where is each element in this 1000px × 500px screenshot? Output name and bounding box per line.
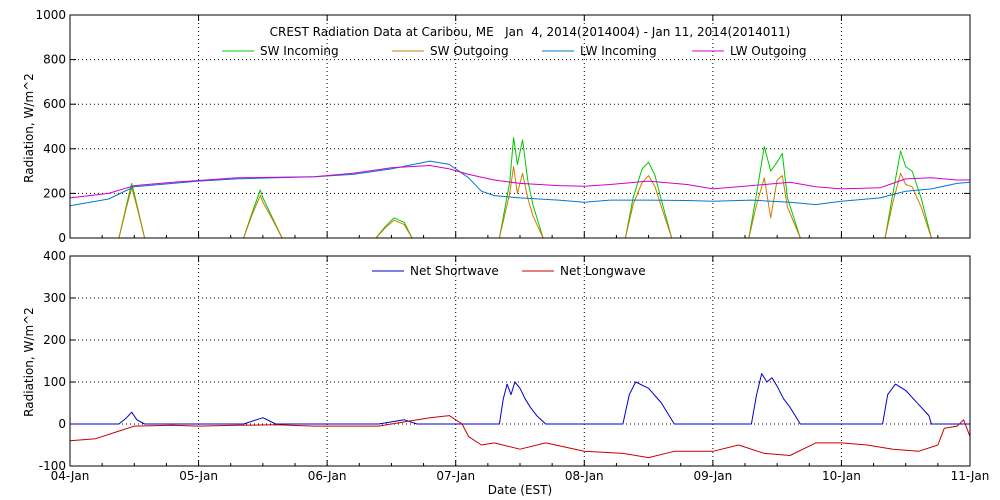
y-tick-label: 1000 bbox=[35, 8, 66, 22]
series-line-lw-incoming bbox=[69, 160, 971, 207]
x-tick-label: 09-Jan bbox=[693, 469, 732, 483]
y-tick-label: -100 bbox=[39, 459, 66, 473]
y-axis-label: Radiation, W/m^2 bbox=[22, 73, 36, 183]
y-tick-label: 300 bbox=[43, 291, 66, 305]
x-tick-label: 06-Jan bbox=[308, 469, 347, 483]
y-tick-label: 400 bbox=[43, 249, 66, 263]
y-tick-label: 200 bbox=[43, 186, 66, 200]
y-tick-label: 100 bbox=[43, 375, 66, 389]
top-panel: 0 200 400 600 800 1000 Radiation, W/m^2 SW Inco… bbox=[22, 8, 971, 245]
plot-frame bbox=[69, 255, 971, 467]
y-tick-label: 200 bbox=[43, 333, 66, 347]
x-axis-label: Date (EST) bbox=[488, 483, 552, 497]
x-tick-label: 07-Jan bbox=[436, 469, 475, 483]
legend-label: SW Outgoing bbox=[430, 44, 509, 58]
legend-label: LW Incoming bbox=[580, 44, 657, 58]
x-tick-label: 08-Jan bbox=[565, 469, 604, 483]
legend-label: Net Shortwave bbox=[410, 264, 499, 278]
x-tick-label: 10-Jan bbox=[822, 469, 861, 483]
legend-label: LW Outgoing bbox=[730, 44, 807, 58]
legend-label: SW Incoming bbox=[260, 44, 339, 58]
plot-frame bbox=[69, 14, 971, 239]
y-tick-label: 0 bbox=[58, 231, 66, 245]
series-line-lw-outgoing bbox=[69, 165, 970, 199]
y-tick-label: 600 bbox=[43, 97, 66, 111]
y-tick-label: 400 bbox=[43, 142, 66, 156]
series-line-net-longwave bbox=[69, 415, 971, 459]
x-tick-label: 04-Jan bbox=[51, 469, 90, 483]
y-axis-label: Radiation, W/m^2 bbox=[22, 307, 36, 417]
y-tick-label: 800 bbox=[43, 53, 66, 67]
bottom-panel: -100 0 100 200 300 400 04-Jan 05-Jan 06-Jan 07-Ja… bbox=[22, 249, 989, 483]
series-line-sw-incoming bbox=[70, 137, 970, 239]
chart-title: CREST Radiation Data at Caribou, ME Jan … bbox=[270, 25, 791, 39]
x-tick-label: 11-Jan bbox=[951, 469, 990, 483]
y-tick-label: 0 bbox=[58, 417, 66, 431]
legend-label: Net Longwave bbox=[560, 264, 646, 278]
x-tick-label: 05-Jan bbox=[179, 469, 218, 483]
series-line-net-shortwave bbox=[70, 373, 970, 425]
